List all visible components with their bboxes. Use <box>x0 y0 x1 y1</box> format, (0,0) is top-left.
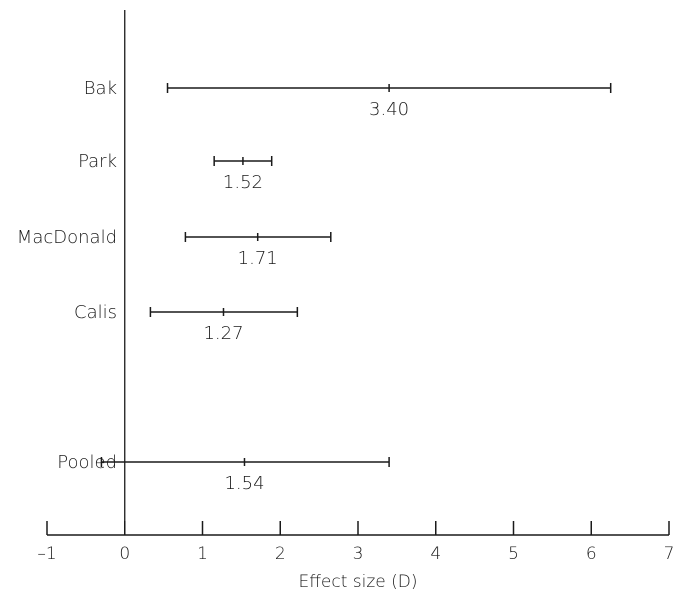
x-tick-label: 0 <box>119 544 130 564</box>
x-axis-title: Effect size (D) <box>298 572 417 592</box>
x-tick-label: 4 <box>430 544 441 564</box>
estimate-value-label: 1.71 <box>238 248 278 269</box>
study-label: Park <box>78 151 117 172</box>
axis-layer <box>46 10 670 536</box>
x-tick-label: 3 <box>353 544 364 564</box>
x-tick-label: 6 <box>586 544 597 564</box>
x-tick-label: –1 <box>37 544 56 564</box>
study-row <box>184 232 332 242</box>
x-tick-label: 7 <box>664 544 674 564</box>
study-label: Calis <box>74 302 117 323</box>
labels-layer: –1 0 1 2 3 4 5 6 7 Effect size (D) Bak 3.40 Park 1.52… <box>17 78 674 592</box>
estimate-value-label: 3.40 <box>369 99 409 120</box>
study-row <box>213 156 273 166</box>
study-label: Bak <box>84 78 117 99</box>
study-row <box>100 457 390 467</box>
estimate-value-label: 1.27 <box>203 323 243 344</box>
study-label: MacDonald <box>17 227 117 248</box>
x-tick-label: 2 <box>275 544 286 564</box>
study-bars-layer <box>100 83 612 467</box>
study-row <box>166 83 612 93</box>
study-label: Pooled <box>57 452 117 473</box>
estimate-value-label: 1.52 <box>223 172 263 193</box>
x-tick-label: 1 <box>197 544 208 564</box>
x-tick-label: 5 <box>508 544 519 564</box>
estimate-value-label: 1.54 <box>224 473 264 494</box>
study-row <box>149 307 299 317</box>
